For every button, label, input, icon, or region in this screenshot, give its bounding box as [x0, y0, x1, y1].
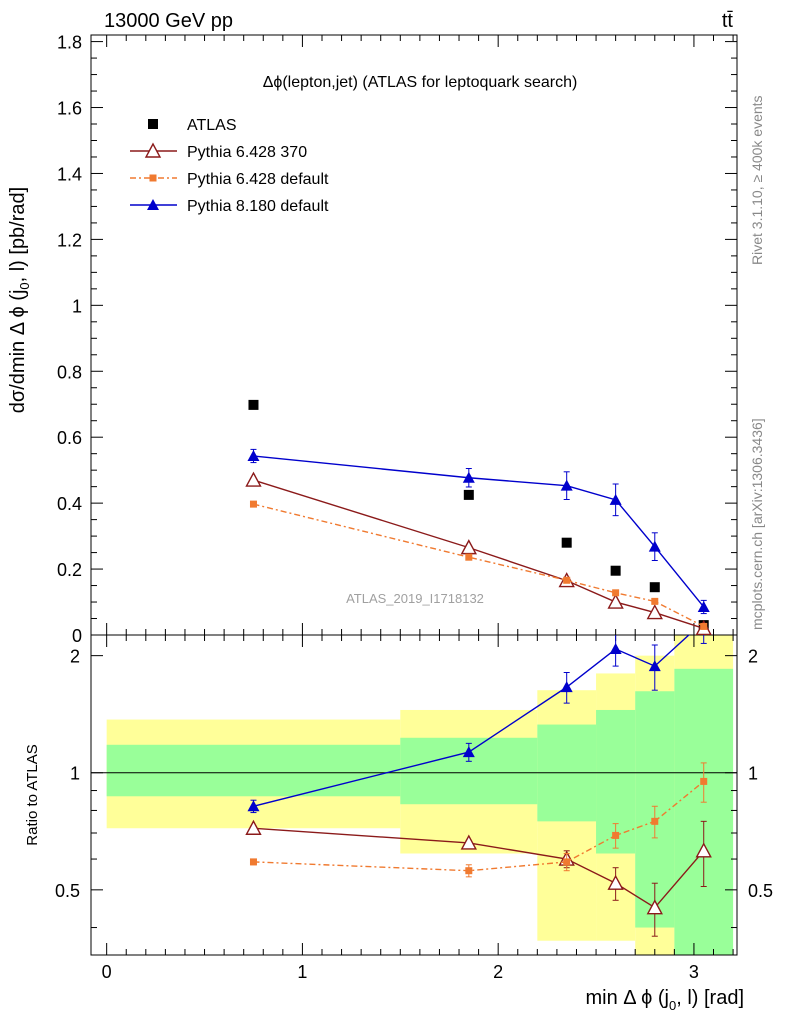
ratio-plot-frame: [90, 634, 738, 956]
ratio-y-tick-label: 1: [70, 764, 80, 784]
ratio-point-pythia-6-428-370: [607, 874, 624, 890]
ratio-point-pythia-8-180-default: [462, 746, 475, 758]
ratio-point-pythia-6-428-default: [465, 867, 473, 875]
ratio-point-pythia-6-428-default: [700, 777, 708, 785]
x-axis-title: min Δ ϕ (j0, l) [rad]: [586, 987, 745, 1013]
legend-label-pythia-6-428-default: Pythia 6.428 default: [187, 171, 329, 188]
legend-marker-pythia-6-428-default: [149, 174, 157, 182]
point-pythia-6-428-370: [245, 471, 262, 487]
ratio-series-group: [245, 635, 712, 937]
y-axis-title: dσ/dmin Δ ϕ (j0, l) [pb/rad]: [7, 187, 32, 413]
y-axis-title-rest: , l) [pb/rad]: [7, 187, 29, 283]
y-tick-label: 0: [72, 626, 82, 646]
axes: 0 1 2 3 0 0.2 0.4 0.6 0.8 1 1.2 1.4 1.6 1.8 0.5 0.5 1 1 2 2: [55, 33, 773, 982]
x-tick-label: 2: [493, 962, 503, 982]
ratio-y-tick-label-right: 0.5: [748, 881, 773, 901]
x-axis-title-rest: , l) [rad]: [676, 987, 744, 1009]
legend-label-atlas: ATLAS: [187, 117, 237, 134]
x-axis-title-sub: 0: [669, 998, 676, 1013]
x-tick-label: 1: [297, 962, 307, 982]
legend-marker-atlas: [148, 119, 158, 129]
ratio-axis-title: Ratio to ATLAS: [24, 744, 41, 845]
ratio-point-pythia-6-428-370: [460, 834, 477, 850]
ratio-y-tick-label-right: 1: [748, 764, 758, 784]
ratio-point-pythia-6-428-default: [651, 817, 659, 825]
point-atlas: [610, 565, 621, 576]
chart-title: Δϕ(lepton,jet) (ATLAS for leptoquark sea…: [263, 74, 578, 91]
ratio-point-pythia-6-428-370: [245, 819, 262, 835]
y-tick-label: 0.8: [57, 362, 82, 382]
point-atlas: [561, 537, 572, 548]
y-tick-label: 0.4: [57, 494, 82, 514]
watermark: ATLAS_2019_I1718132: [346, 591, 484, 606]
point-pythia-6-428-default: [700, 622, 708, 630]
rivet-text: Rivet 3.1.10, ≥ 400k events: [749, 95, 765, 265]
ratio-point-pythia-6-428-default: [612, 831, 620, 839]
y-tick-label: 1.8: [57, 33, 82, 53]
ratio-point-pythia-8-180-default: [247, 800, 260, 812]
ratio-line-pythia-6-428-default: [253, 780, 705, 872]
point-atlas: [649, 582, 660, 593]
y-tick-label: 1.4: [57, 164, 82, 184]
header-right: tt̄: [722, 10, 734, 32]
main-series-group: [245, 399, 712, 635]
point-pythia-8-180-default: [560, 479, 573, 491]
legend-label-pythia-6-428-370: Pythia 6.428 370: [187, 144, 307, 161]
ratio-point-pythia-6-428-default: [249, 858, 257, 866]
y-tick-label: 1: [72, 296, 82, 316]
ratio-bands: [106, 635, 734, 955]
y-tick-label: 0.2: [57, 560, 82, 580]
ratio-band-green: [674, 668, 734, 955]
legend-marker-pythia-6-428-370: [144, 142, 162, 158]
point-pythia-8-180-default: [462, 471, 475, 483]
point-pythia-6-428-370: [460, 539, 477, 555]
series-line-pythia-6-428-default: [253, 503, 705, 628]
ratio-line-pythia-6-428-370: [253, 827, 705, 909]
point-pythia-6-428-default: [563, 576, 571, 584]
point-pythia-8-180-default: [247, 449, 260, 461]
ratio-y-tick-label-right: 2: [748, 647, 758, 667]
legend: ATLAS Pythia 6.428 370 Pythia 6.428 defaul…: [130, 117, 329, 215]
ratio-point-pythia-8-180-default: [560, 681, 573, 693]
ratio-line-pythia-8-180-default: [253, 635, 690, 807]
data-marks: [245, 399, 712, 937]
point-pythia-8-180-default: [609, 493, 622, 505]
point-pythia-8-180-default: [697, 600, 710, 612]
mcplots-text: mcplots.cern.ch [arXiv:1306.3436]: [749, 418, 765, 630]
x-tick-label: 0: [102, 962, 112, 982]
legend-label-pythia-8-180-default: Pythia 8.180 default: [187, 198, 329, 215]
legend-marker-pythia-8-180-default: [147, 199, 159, 210]
y-tick-label: 1.6: [57, 99, 82, 119]
point-atlas: [463, 489, 474, 500]
ratio-point-pythia-8-180-default: [648, 660, 661, 672]
ratio-point-pythia-6-428-default: [563, 858, 571, 866]
x-tick-label: 3: [689, 962, 699, 982]
y-axis-title-main: dσ/dmin Δ ϕ (j: [7, 290, 29, 414]
y-axis-title-sub: 0: [17, 282, 32, 289]
ratio-band-green: [106, 744, 401, 797]
ratio-y-tick-label: 2: [70, 647, 80, 667]
ratio-y-tick-label: 0.5: [55, 881, 80, 901]
series-line-pythia-6-428-370: [253, 479, 704, 630]
x-axis-title-main: min Δ ϕ (j: [586, 987, 669, 1009]
point-pythia-6-428-default: [465, 553, 473, 561]
ratio-point-pythia-6-428-370: [695, 842, 712, 858]
header-left: 13000 GeV pp: [104, 10, 233, 32]
point-pythia-6-428-default: [249, 500, 257, 508]
ratio-point-pythia-6-428-370: [646, 899, 663, 915]
ratio-point-pythia-8-180-default: [609, 643, 622, 655]
point-pythia-6-428-370: [646, 604, 663, 620]
point-pythia-6-428-default: [651, 597, 659, 605]
point-pythia-6-428-370: [607, 593, 624, 609]
point-pythia-6-428-default: [612, 589, 620, 597]
point-pythia-8-180-default: [648, 540, 661, 552]
series-line-pythia-8-180-default: [253, 455, 705, 608]
y-tick-label: 1.2: [57, 230, 82, 250]
point-atlas: [248, 399, 259, 410]
y-tick-label: 0.6: [57, 428, 82, 448]
